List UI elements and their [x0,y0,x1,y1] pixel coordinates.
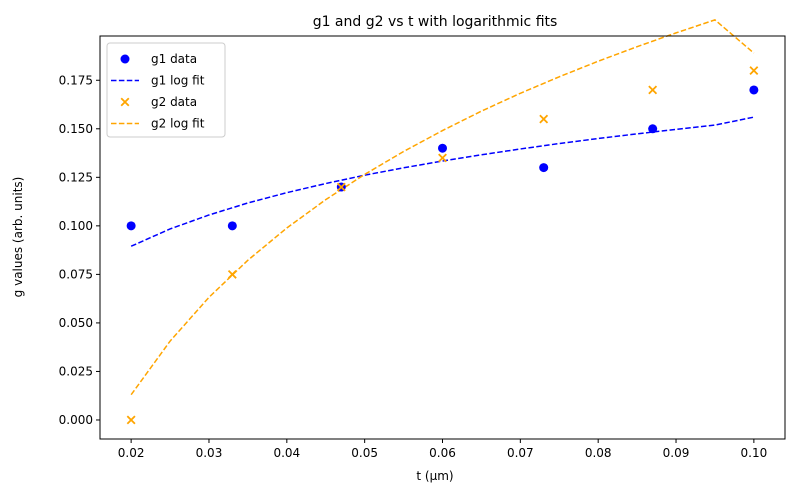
x-tick-label: 0.08 [585,446,612,460]
y-tick-label: 0.050 [59,316,93,330]
legend: g1 data g1 log fit g2 data g2 log fit [106,42,226,138]
legend-marker-swatch [120,54,130,64]
g2-data-point [126,415,136,425]
x-tick-label: 0.05 [351,446,378,460]
x-tick-label: 0.06 [429,446,456,460]
y-axis-label: g values (arb. units) [11,177,25,298]
y-tick-label: 0.075 [59,267,93,281]
legend-box [106,42,226,138]
g2-data-point [227,269,237,279]
x-tick-label: 0.10 [741,446,768,460]
x-tick-label: 0.09 [663,446,690,460]
g2-data-point [539,114,549,124]
g1-data-point [126,221,136,231]
y-tick-label: 0.125 [59,170,93,184]
g1-data-point [438,143,447,153]
y-tick-label: 0.175 [59,73,93,87]
legend-label: g2 log fit [151,117,205,131]
g2-data-point [749,66,759,75]
legend-label: g1 log fit [151,74,205,88]
chart-title: g1 and g2 vs t with logarithmic fits [313,14,558,30]
g2-data-point [438,153,447,163]
y-tick-label: 0.000 [59,413,93,427]
legend-marker-swatch [120,97,130,107]
g2-data-point [336,182,346,192]
g1-data-point [539,163,549,173]
g2-data-point [648,85,658,95]
legend-label: g2 data [151,95,197,109]
data-points [126,66,759,425]
y-tick-label: 0.150 [59,122,93,136]
x-tick-label: 0.04 [273,446,300,460]
x-tick-label: 0.07 [507,446,534,460]
x-axis-label: t (μm) [416,469,453,483]
g1-data-point [648,124,658,134]
x-tick-label: 0.03 [196,446,223,460]
plot-area [126,19,759,425]
legend-label: g1 data [151,52,197,66]
y-tick-label: 0.025 [59,364,93,378]
x-tick-label: 0.02 [118,446,145,460]
x-axis: 0.02 0.03 0.04 0.05 0.06 0.07 0.08 0.09 0.10 [118,439,767,460]
y-axis: 0.000 0.025 0.050 0.075 0.100 0.125 0.150 0.175 [59,73,100,427]
y-tick-label: 0.100 [59,219,93,233]
g1-data-point [749,85,759,95]
g1-data-point [227,221,237,231]
